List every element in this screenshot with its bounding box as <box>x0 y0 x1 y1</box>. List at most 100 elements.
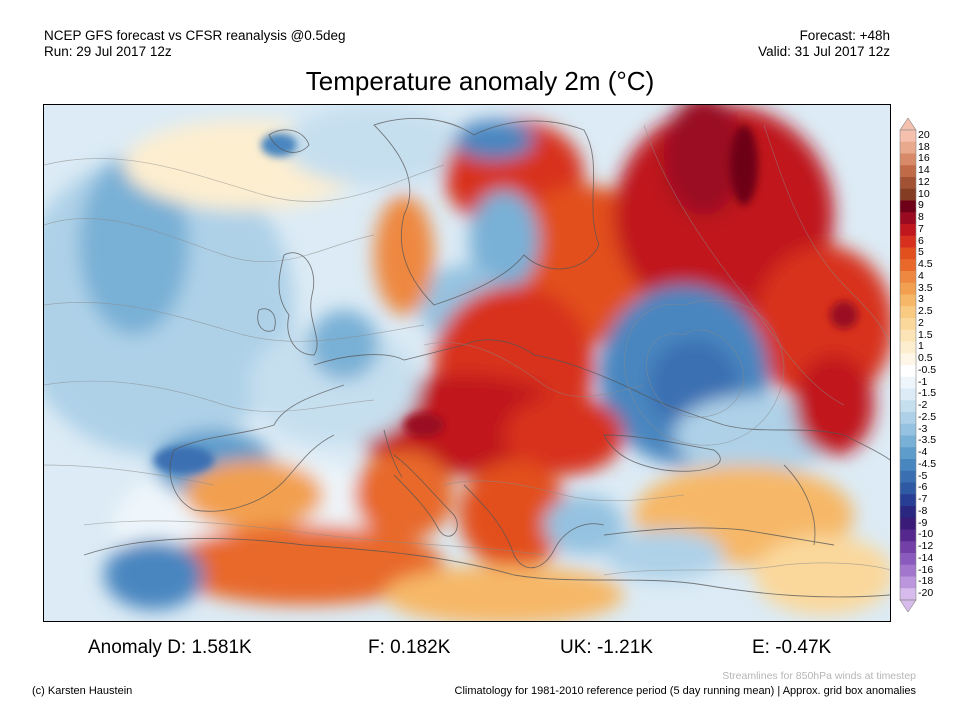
scale-swatch <box>900 470 916 483</box>
scale-swatch <box>900 564 916 577</box>
scale-label: 2 <box>918 316 924 329</box>
scale-label: -14 <box>918 551 934 564</box>
scale-swatch <box>900 282 916 295</box>
scale-swatch <box>900 188 916 201</box>
scale-label: -10 <box>918 528 934 541</box>
anomaly-summary: Anomaly D: 1.581K F: 0.182K UK: -1.21K E… <box>0 637 960 663</box>
scale-swatch <box>900 212 916 225</box>
scale-label: -16 <box>918 563 934 576</box>
scale-swatch <box>900 353 916 366</box>
scale-label: -3.5 <box>918 434 937 447</box>
scale-label: -9 <box>918 516 928 529</box>
map-canvas <box>44 105 890 621</box>
scale-swatch <box>900 177 916 190</box>
scale-swatch <box>900 588 916 601</box>
scale-label: -2 <box>918 399 928 412</box>
scale-swatch <box>900 294 916 307</box>
credit: (c) Karsten Haustein <box>32 685 133 697</box>
scale-swatch <box>900 388 916 401</box>
scale-label: 3 <box>918 293 924 306</box>
scale-label: 6 <box>918 234 924 247</box>
scale-swatch <box>900 376 916 389</box>
scale-arrow-max <box>899 118 917 131</box>
scale-swatch <box>900 400 916 413</box>
scale-label: 2.5 <box>918 305 933 318</box>
anomaly-germany: Anomaly D: 1.581K <box>88 637 252 658</box>
scale-label: -12 <box>918 540 934 553</box>
valid-time: Valid: 31 Jul 2017 12z <box>758 44 890 59</box>
scale-swatch <box>900 259 916 272</box>
scale-frame <box>899 129 917 601</box>
scale-label: -18 <box>918 575 934 588</box>
scale-swatch <box>900 447 916 460</box>
run-time: Run: 29 Jul 2017 12z <box>44 44 172 59</box>
scale-label: 1.5 <box>918 328 933 341</box>
forecast-info: Forecast: +48h Valid: 31 Jul 2017 12z <box>758 28 890 60</box>
scale-label: 9 <box>918 199 924 212</box>
scale-swatch <box>900 306 916 319</box>
map-title: Temperature anomaly 2m (°C) <box>305 66 655 96</box>
scale-swatch <box>900 318 916 331</box>
scale-label: -1 <box>918 375 928 388</box>
streamlines-note: Streamlines for 850hPa winds at timestep <box>722 670 916 682</box>
scale-label: -5 <box>918 469 928 482</box>
scale-swatch <box>900 517 916 530</box>
scale-label: -8 <box>918 504 928 517</box>
scale-swatch <box>900 224 916 237</box>
scale-swatch <box>900 365 916 378</box>
scale-swatch <box>900 459 916 472</box>
scale-swatch <box>900 271 916 284</box>
scale-label: 10 <box>918 187 930 200</box>
scale-label: 5 <box>918 246 924 259</box>
scale-label: 12 <box>918 175 930 188</box>
scale-swatch <box>900 506 916 519</box>
scale-label: 4.5 <box>918 258 933 271</box>
coastlines <box>83 118 890 598</box>
scale-label: 8 <box>918 211 924 224</box>
anomaly-field <box>44 105 890 621</box>
scale-label: -0.5 <box>918 363 937 376</box>
scale-label: -7 <box>918 493 928 506</box>
scale-label: -2.5 <box>918 410 937 423</box>
scale-label: 20 <box>918 128 930 141</box>
scale-swatch <box>900 329 916 342</box>
run-info: NCEP GFS forecast vs CFSR reanalysis @0.… <box>44 28 346 60</box>
scale-swatch <box>900 435 916 448</box>
scale-label: -4 <box>918 446 928 459</box>
scale-swatch <box>900 423 916 436</box>
scale-label: 3.5 <box>918 281 933 294</box>
scale-swatch <box>900 341 916 354</box>
anomaly-map <box>43 104 891 622</box>
scale-label: 18 <box>918 140 930 153</box>
scale-swatch <box>900 529 916 542</box>
scale-swatch <box>900 576 916 589</box>
forecast-lead: Forecast: +48h <box>799 28 890 43</box>
scale-swatch <box>900 553 916 566</box>
anomaly-europe: E: -0.47K <box>752 637 832 658</box>
climatology-note: Climatology for 1981-2010 reference peri… <box>454 685 916 697</box>
scale-label: 16 <box>918 152 930 165</box>
scale-swatch <box>900 165 916 178</box>
scale-swatch <box>900 541 916 554</box>
scale-label: -4.5 <box>918 457 937 470</box>
scale-swatch <box>900 235 916 248</box>
scale-swatch <box>900 153 916 166</box>
model-description: NCEP GFS forecast vs CFSR reanalysis @0.… <box>44 28 346 43</box>
scale-label: 4 <box>918 269 924 282</box>
scale-label: -1.5 <box>918 387 937 400</box>
scale-swatch <box>900 141 916 154</box>
scale-label: -3 <box>918 422 928 435</box>
anomaly-france: F: 0.182K <box>368 637 451 658</box>
streamlines <box>44 124 890 576</box>
scale-label: -6 <box>918 481 928 494</box>
scale-swatch <box>900 412 916 425</box>
anomaly-uk: UK: -1.21K <box>560 637 653 658</box>
scale-label: 0.5 <box>918 352 933 365</box>
scale-label: 14 <box>918 164 930 177</box>
scale-label: -20 <box>918 587 934 600</box>
scale-swatch <box>900 130 916 143</box>
scale-label: 7 <box>918 222 924 235</box>
color-scale <box>899 118 917 612</box>
scale-swatch <box>900 247 916 260</box>
scale-arrow-min <box>899 599 917 612</box>
